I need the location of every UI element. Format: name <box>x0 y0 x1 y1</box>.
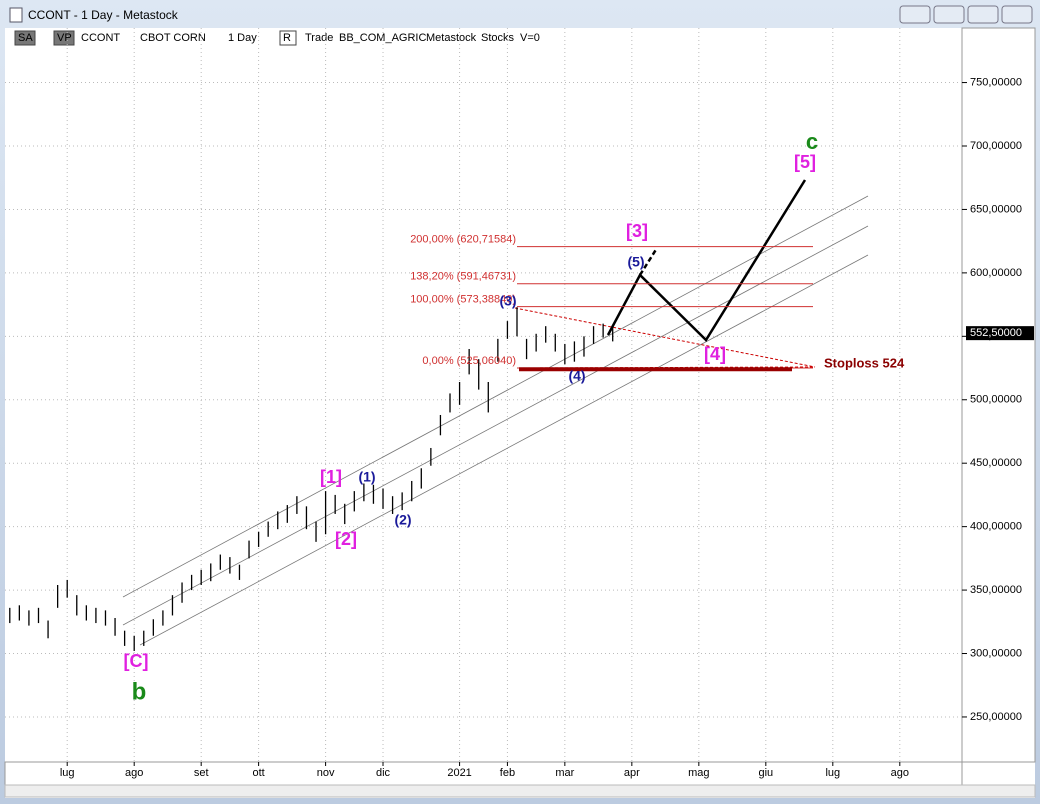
toolbar-label: CCONT <box>81 32 120 44</box>
wave-label: [2] <box>335 529 357 549</box>
toolbar-label: R <box>283 32 291 44</box>
channel-line <box>122 195 869 598</box>
y-tick-label: 350,00000 <box>970 584 1022 596</box>
restore-button[interactable] <box>899 5 931 24</box>
wave-label: (2) <box>394 512 411 528</box>
chart-panel <box>5 28 1035 798</box>
wave-label: c <box>806 129 818 154</box>
x-tick-label: apr <box>624 767 640 779</box>
y-tick-label: 750,00000 <box>970 76 1022 88</box>
toolbar-label: SA <box>18 32 33 44</box>
y-tick-label: 300,00000 <box>970 647 1022 659</box>
stoploss-label: Stoploss 524 <box>824 356 905 371</box>
toolbar-label: V=0 <box>520 32 540 44</box>
wave-label: (5) <box>627 254 644 270</box>
y-tick-label: 500,00000 <box>970 394 1022 406</box>
x-tick-label: set <box>194 767 209 779</box>
x-tick-label: nov <box>317 767 335 779</box>
y-tick-label: 650,00000 <box>970 203 1022 215</box>
toolbar-label: CBOT CORN <box>140 32 206 44</box>
x-tick-label: lug <box>60 767 75 779</box>
projection-dash <box>638 247 659 276</box>
y-tick-label: 600,00000 <box>970 267 1022 279</box>
toolbar-label: VP <box>57 32 72 44</box>
x-tick-label: lug <box>825 767 840 779</box>
x-axis-panel <box>4 761 963 786</box>
last-price-label: 552,50000 <box>970 327 1022 339</box>
channel-line <box>139 254 869 646</box>
x-tick-label: dic <box>376 767 391 779</box>
y-tick-label: 700,00000 <box>970 140 1022 152</box>
x-tick-label: giu <box>758 767 773 779</box>
minimize-button[interactable] <box>933 5 965 24</box>
x-tick-label: ago <box>891 767 909 779</box>
toolbar-button[interactable] <box>279 30 297 46</box>
toolbar-label: Trade <box>305 32 333 44</box>
wave-label: (4) <box>568 368 585 384</box>
x-tick-label: mag <box>688 767 709 779</box>
toolbar-button[interactable] <box>53 30 75 46</box>
x-tick-label: 2021 <box>447 767 471 779</box>
wave-label: [C] <box>124 651 149 671</box>
wave-label: [3] <box>626 221 648 241</box>
wave-label: b <box>132 678 147 705</box>
toolbar-label: BB_COM_AGRIC <box>339 32 426 44</box>
toolbar-label: Metastock <box>426 32 477 44</box>
fib-label: 0,00% (525,06040) <box>422 355 516 367</box>
y-tick-label: 450,00000 <box>970 457 1022 469</box>
wave-label: (3) <box>499 293 516 309</box>
window-title: CCONT - 1 Day - Metastock <box>28 8 179 22</box>
x-tick-label: ago <box>125 767 143 779</box>
wave-label: [1] <box>320 467 342 487</box>
fib-label: 200,00% (620,71584) <box>410 234 516 246</box>
scrollbar[interactable] <box>4 784 1036 798</box>
fib-label: 138,20% (591,46731) <box>410 271 516 283</box>
projection-path <box>606 179 807 342</box>
maximize-button[interactable] <box>967 5 999 24</box>
last-price-box <box>966 326 1034 341</box>
triangle-line <box>514 307 816 368</box>
x-tick-label: ott <box>252 767 264 779</box>
channel-line <box>122 225 869 626</box>
toolbar-label: Stocks <box>481 32 515 44</box>
x-tick-label: feb <box>500 767 515 779</box>
app-icon <box>9 7 23 23</box>
wave-label: [5] <box>794 152 816 172</box>
y-tick-label: 400,00000 <box>970 521 1022 533</box>
y-tick-label: 250,00000 <box>970 711 1022 723</box>
y-axis-panel <box>961 27 1036 763</box>
wave-label: [4] <box>704 344 726 364</box>
fib-label: 100,00% (573,38840) <box>410 294 516 306</box>
toolbar-label: 1 Day <box>228 32 257 44</box>
toolbar-button[interactable] <box>14 30 36 46</box>
toolbar: SA VP CCONT CBOT CORN 1 Day R Trade BB_COM_AGRI… <box>14 30 540 46</box>
x-tick-label: mar <box>555 767 574 779</box>
close-button[interactable] <box>1001 5 1033 24</box>
wave-label: (1) <box>358 469 375 485</box>
